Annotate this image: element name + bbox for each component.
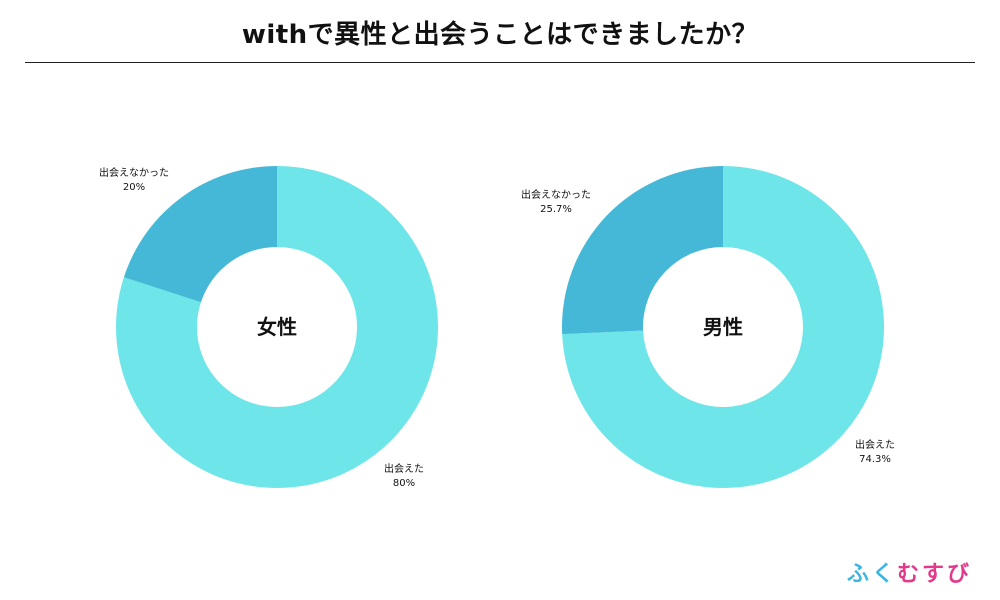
donut-slice (562, 166, 723, 335)
chart-male: 出会えた 74.3% 出会えなかった 25.7% 男性 (521, 166, 895, 488)
slice-value-label: 74.3% (859, 454, 891, 465)
slice-label: 出会えた (384, 462, 424, 475)
slice-value-label: 25.7% (540, 204, 572, 215)
slice-label: 出会えた (855, 438, 895, 451)
logo-char: す (921, 562, 947, 587)
slice-label: 出会えなかった (99, 166, 169, 179)
donut-center-label: 女性 (257, 315, 297, 339)
donut-slice (123, 166, 277, 303)
logo-char: び (946, 562, 972, 587)
donut-slice (562, 166, 884, 488)
slice-value-label: 20% (123, 182, 145, 193)
donut-center-label: 男性 (703, 315, 743, 339)
logo-char: ふ (846, 562, 872, 587)
donut-slice (115, 166, 438, 488)
logo-char: く (871, 562, 897, 587)
title-divider (25, 62, 975, 63)
logo-char: む (896, 562, 922, 587)
chart-female: 出会えた 80% 出会えなかった 20% 女性 (99, 166, 438, 489)
slice-value-label: 80% (393, 478, 415, 489)
page-title: withで異性と出会うことはできましたか？ (241, 20, 759, 50)
slice-label: 出会えなかった (521, 188, 591, 201)
brand-logo: ふくむすび (847, 556, 972, 588)
